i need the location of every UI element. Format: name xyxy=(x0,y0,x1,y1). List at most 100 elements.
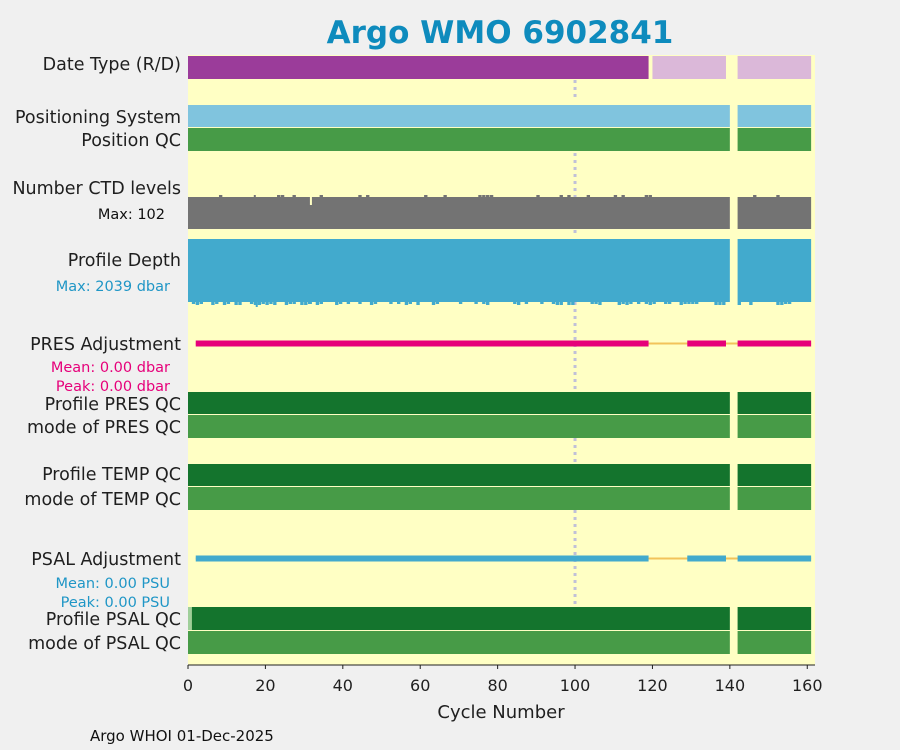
date-type-r-d-segment-2 xyxy=(737,56,812,79)
x-tick-label-40: 40 xyxy=(333,676,353,695)
profile-depth-bar-94 xyxy=(551,302,556,304)
profile-depth-bar-25 xyxy=(284,302,289,305)
position-qc-segment-0 xyxy=(188,128,730,151)
x-tick-label-120: 120 xyxy=(637,676,668,695)
number-ctd-levels-block-1 xyxy=(737,197,812,229)
profile-pres-qc-label: Profile PRES QC xyxy=(45,395,181,415)
psal-adjustment-stat-0: Mean: 0.00 PSU xyxy=(56,576,170,592)
profile-depth-bar-22 xyxy=(273,302,277,305)
profile-depth-bar-7 xyxy=(215,302,219,304)
number-ctd-levels-bar-24 xyxy=(280,195,285,197)
mode-of-psal-qc-label: mode of PSAL QC xyxy=(28,634,181,654)
profile-depth-block-0 xyxy=(188,239,730,302)
date-type-r-d-segment-1 xyxy=(652,56,726,79)
profile-depth-bar-155 xyxy=(787,302,792,304)
x-axis: 0 20 40 60 80 100 120 140 160 xyxy=(183,664,823,695)
profile-depth-bar-128 xyxy=(683,302,687,304)
profile-depth-bar-137 xyxy=(718,302,722,305)
profile-depth-spike-a xyxy=(255,302,258,307)
profile-depth-bar-59 xyxy=(416,302,420,305)
profile-depth-bar-91 xyxy=(540,302,544,304)
profile-depth-bar-98 xyxy=(567,302,571,305)
mode-of-psal-qc-segment-0 xyxy=(188,631,730,654)
number-ctd-levels-label: Number CTD levels xyxy=(12,179,181,199)
x-axis-label: Cycle Number xyxy=(437,702,565,723)
profile-depth-bar-76 xyxy=(482,302,486,304)
profile-depth-bar-77 xyxy=(486,302,490,305)
profile-depth-bar-105 xyxy=(594,302,598,304)
profile-depth-bar-16 xyxy=(249,302,254,304)
row-labels: Date Type (R/D) Positioning System Positio… xyxy=(12,55,181,654)
profile-depth-block-1 xyxy=(737,239,812,302)
profile-temp-qc-segment-1 xyxy=(737,464,812,486)
number-ctd-levels-bar-77 xyxy=(486,195,490,197)
data-marks xyxy=(188,56,812,654)
profile-depth-bar-41 xyxy=(346,302,351,304)
number-ctd-levels-bar-98 xyxy=(567,195,571,197)
profile-depth-bar-153 xyxy=(780,302,784,305)
mode-of-temp-qc-segment-0 xyxy=(188,487,730,510)
profile-depth-bar-74 xyxy=(474,302,478,304)
date-type-r-d-label: Date Type (R/D) xyxy=(43,55,181,75)
profile-psal-qc-label: Profile PSAL QC xyxy=(46,610,181,630)
number-ctd-levels-bar-90 xyxy=(536,195,540,197)
pres-adjustment-stat-1: Peak: 0.00 dbar xyxy=(56,379,170,395)
number-ctd-levels-bar-66 xyxy=(443,195,447,197)
mode-of-temp-qc-segment-1 xyxy=(737,487,812,510)
profile-depth-bar-118 xyxy=(644,302,649,304)
profile-depth-bar-13 xyxy=(238,302,242,305)
profile-depth-bar-31 xyxy=(307,302,312,304)
profile-depth-bar-142 xyxy=(737,302,741,305)
psal-adjustment-stat-1: Peak: 0.00 PSU xyxy=(61,595,170,611)
number-ctd-levels-bar-23 xyxy=(277,195,281,197)
mode-of-pres-qc-segment-0 xyxy=(188,415,730,438)
profile-depth-bar-130 xyxy=(691,302,695,304)
profile-depth-bar-17 xyxy=(253,302,258,305)
profile-depth-bar-127 xyxy=(679,302,683,305)
profile-depth-bar-131 xyxy=(695,302,699,304)
profile-depth-bar-70 xyxy=(458,302,463,304)
number-ctd-levels-bar-118 xyxy=(644,195,649,197)
profile-psal-qc-segment-0 xyxy=(188,607,192,630)
profile-psal-qc-segment-2 xyxy=(737,607,812,630)
number-ctd-levels-bar-8 xyxy=(218,195,223,197)
mode-of-psal-qc-segment-1 xyxy=(737,631,812,654)
positioning-system-label: Positioning System xyxy=(15,108,181,128)
profile-depth-bar-136 xyxy=(714,302,718,305)
profile-depth-bar-106 xyxy=(598,302,602,305)
number-ctd-levels-bar-146 xyxy=(753,195,757,197)
profile-depth-spike-b xyxy=(309,281,312,304)
mode-of-pres-qc-segment-1 xyxy=(737,415,812,438)
profile-depth-bar-145 xyxy=(749,302,753,305)
pres-adjustment-stat-0: Mean: 0.00 dbar xyxy=(51,360,170,376)
number-ctd-levels-bar-110 xyxy=(613,195,618,197)
profile-depth-bar-99 xyxy=(571,302,575,305)
profile-depth-bar-124 xyxy=(667,302,672,304)
profile-depth-bar-112 xyxy=(621,302,625,304)
number-ctd-levels-bar-96 xyxy=(559,195,563,197)
profile-depth-bar-27 xyxy=(292,302,296,304)
profile-depth-bar-56 xyxy=(404,302,409,305)
plot-area xyxy=(188,55,815,665)
profile-pres-qc-segment-0 xyxy=(188,392,730,414)
number-ctd-levels-bar-103 xyxy=(586,195,591,197)
number-ctd-levels-bar-78 xyxy=(489,195,494,197)
profile-depth-bar-10 xyxy=(226,302,231,304)
profile-depth-bar-87 xyxy=(524,302,529,304)
mode-of-temp-qc-label: mode of TEMP QC xyxy=(24,490,181,510)
pres-adjustment-label: PRES Adjustment xyxy=(30,335,181,355)
number-ctd-levels-bar-119 xyxy=(648,195,652,197)
profile-depth-bar-84 xyxy=(513,302,517,304)
number-ctd-levels-bar-46 xyxy=(366,195,370,197)
profile-depth-bar-63 xyxy=(431,302,436,305)
number-ctd-levels-bar-44 xyxy=(358,195,362,197)
profile-depth-bar-85 xyxy=(516,302,521,305)
profile-depth-bar-96 xyxy=(559,302,563,305)
profile-depth-bar-154 xyxy=(784,302,788,304)
profile-depth-bar-152 xyxy=(776,302,780,305)
x-tick-label-140: 140 xyxy=(715,676,746,695)
profile-depth-bar-123 xyxy=(664,302,668,304)
profile-depth-bar-52 xyxy=(389,302,393,304)
date-type-r-d-segment-0 xyxy=(188,56,649,79)
